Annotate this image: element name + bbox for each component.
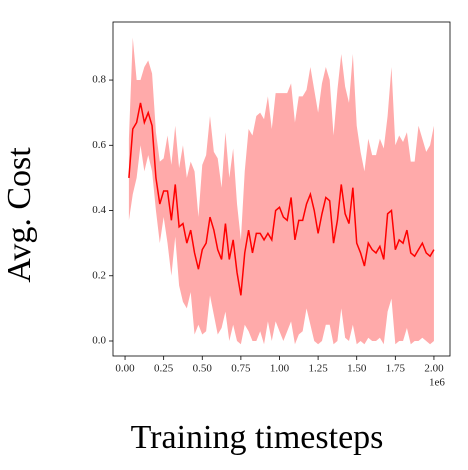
x-tick-label: 1.25: [308, 363, 328, 375]
mean-line: [128, 102, 435, 296]
x-tick-label: 0.75: [231, 363, 251, 375]
x-offset-text: 1e6: [429, 377, 445, 389]
y-tick-label: 0.0: [92, 335, 106, 347]
x-tick-label: 1.00: [270, 363, 290, 375]
y-tick-label: 0.6: [92, 139, 106, 151]
x-tick-label: 1.75: [386, 363, 406, 375]
y-axis-label: Avg. Cost: [1, 147, 38, 283]
x-tick-label: 1.50: [347, 363, 367, 375]
x-tick-label: 0.25: [154, 363, 174, 375]
x-axis-label: Training timesteps: [131, 419, 384, 456]
x-tick-label: 0.50: [193, 363, 213, 375]
x-tick-label: 2.00: [424, 363, 444, 375]
x-tick-label: 0.00: [115, 363, 135, 375]
y-tick-label: 0.8: [92, 74, 106, 86]
confidence-band: [128, 37, 434, 345]
plot-frame: [112, 21, 451, 357]
y-tick-label: 0.4: [92, 204, 106, 216]
y-tick-label: 0.2: [92, 269, 106, 281]
